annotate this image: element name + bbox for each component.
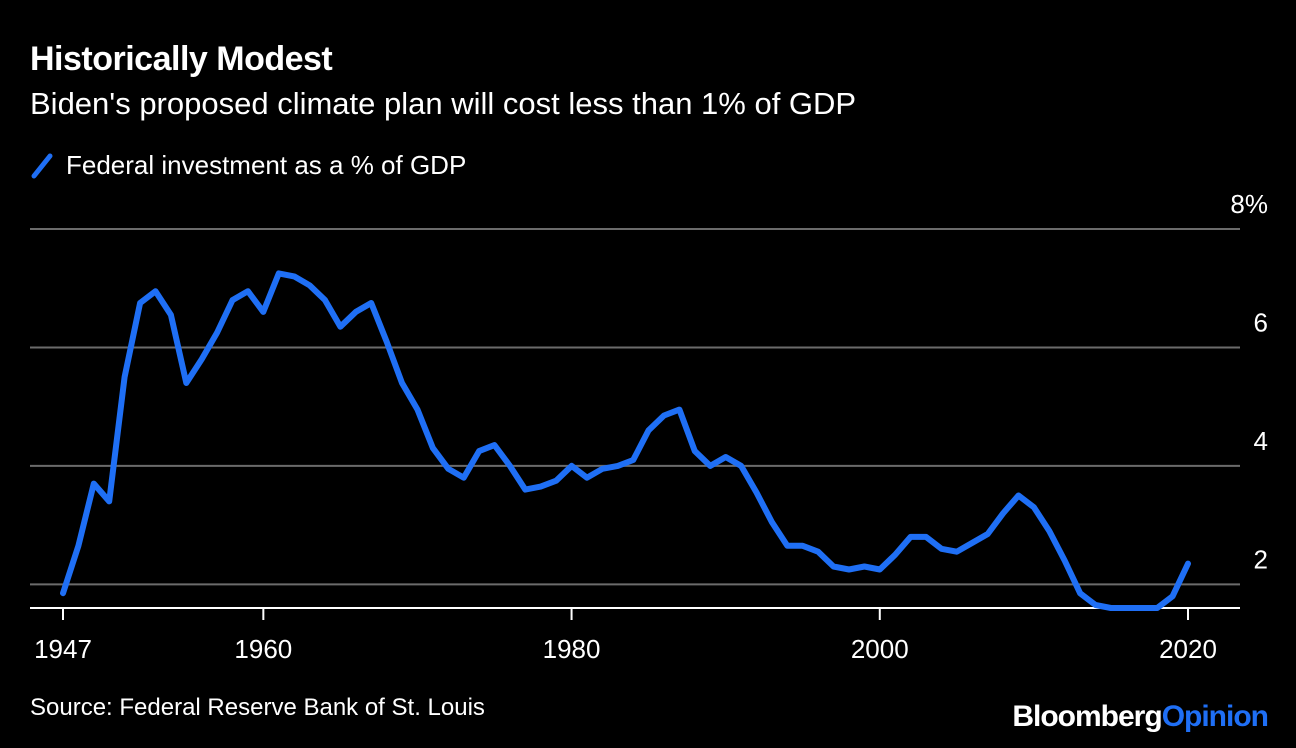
x-tick-label-1980: 1980 — [543, 634, 601, 664]
y-tick-label-4: 4 — [1254, 426, 1268, 456]
x-tick-label-1960: 1960 — [234, 634, 292, 664]
x-tick-label-1947: 1947 — [34, 634, 92, 664]
y-tick-label-2: 2 — [1254, 544, 1268, 574]
chart-subtitle: Biden's proposed climate plan will cost … — [30, 86, 857, 121]
x-tick-label-2020: 2020 — [1159, 634, 1217, 664]
y-tick-label-8: 8% — [1230, 189, 1268, 219]
legend-label: Federal investment as a % of GDP — [66, 149, 467, 180]
legend: Federal investment as a % of GDP — [30, 148, 466, 182]
series-line-0 — [60, 270, 1191, 611]
logo-part-bloomberg: Bloomberg — [1012, 700, 1162, 733]
chart-title: Historically Modest — [30, 40, 333, 78]
source-note: Source: Federal Reserve Bank of St. Loui… — [30, 694, 485, 721]
logo-part-opinion: Opinion — [1161, 700, 1269, 733]
x-tick-label-2000: 2000 — [851, 634, 909, 664]
y-tick-label-6: 6 — [1254, 307, 1268, 337]
legend-swatch-icon — [31, 153, 53, 179]
bloomberg-opinion-logo: BloombergOpinion — [1012, 700, 1269, 734]
